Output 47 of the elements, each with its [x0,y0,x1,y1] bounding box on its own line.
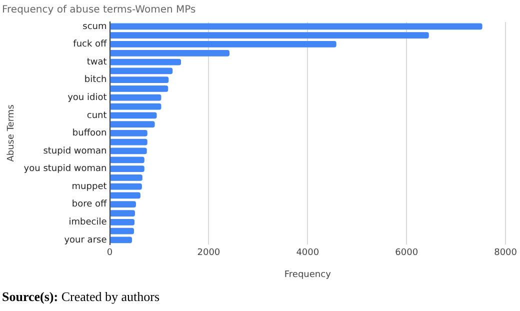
bar [110,68,173,74]
y-tick-label: imbecile [68,218,108,228]
y-tick-label: stupid woman [43,146,107,156]
bar [110,210,135,216]
y-axis-title: Abuse Terms [6,104,17,162]
bar [110,94,162,101]
y-tick-label: bitch [84,75,107,86]
bar [110,76,169,84]
bar [110,130,148,136]
bar [110,112,157,119]
bar [110,192,140,199]
bar [110,32,429,39]
bar [110,201,136,208]
x-tick-label: 0 [106,248,113,258]
y-tick-label: fuck off [73,40,108,50]
y-tick-label: bore off [72,200,108,210]
bar [110,166,144,172]
bar [110,236,132,244]
y-tick-label: your arse [64,235,108,246]
x-tick-label: 2000 [197,248,220,258]
bar [110,138,148,146]
bar [110,218,134,226]
x-tick-label: 8000 [494,248,518,258]
x-tick-label: 4000 [296,248,320,258]
bar [110,23,482,30]
y-tick-label: cunt [86,110,108,121]
bar [110,228,134,234]
y-tick-label: scum [82,22,107,32]
bar [110,41,336,48]
bar [110,121,155,128]
bar [110,183,142,190]
bar [110,156,144,164]
y-tick-label: muppet [72,182,108,192]
bar [110,58,181,66]
x-axis-title: Frequency [284,270,332,280]
chart-title: Frequency of abuse terms-Women MPs [2,4,196,16]
y-tick-label: twat [86,57,108,68]
y-tick-label: you idiot [68,92,108,103]
y-tick-label: buffoon [72,128,107,139]
y-tick-label: you stupid woman [24,164,107,174]
bar [110,148,147,154]
bar [110,50,230,56]
bar [110,174,142,181]
bar [110,86,168,92]
x-tick-label: 6000 [395,248,418,258]
source-note: Source(s): Created by authors [2,289,160,305]
bar [110,103,162,110]
